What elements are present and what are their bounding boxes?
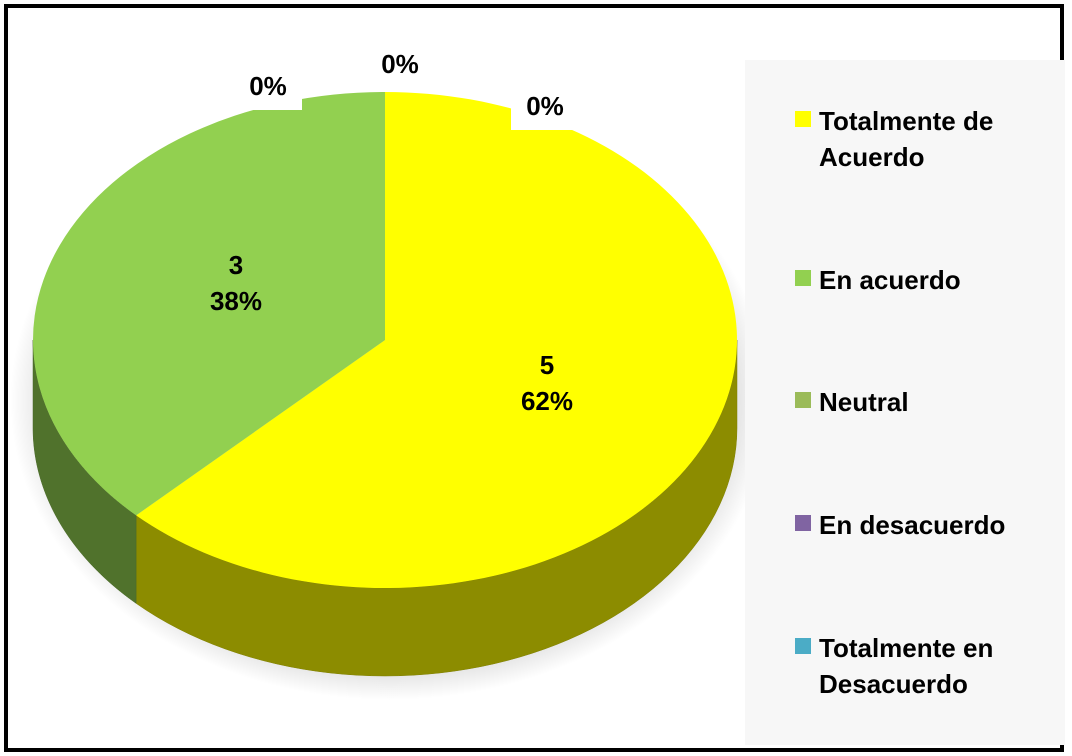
data-label: 0% xyxy=(234,66,302,110)
data-label: 338% xyxy=(202,245,270,325)
label-box xyxy=(202,245,270,325)
legend-swatch xyxy=(795,637,811,654)
label-percent: 0% xyxy=(526,91,564,121)
legend-item: En acuerdo xyxy=(745,262,1065,298)
legend-item: Totalmente de Acuerdo xyxy=(745,103,1065,175)
legend-label: En acuerdo xyxy=(819,264,961,295)
data-label: 0% xyxy=(366,44,434,88)
label-count: 5 xyxy=(540,350,554,380)
legend-item: Totalmente en Desacuerdo xyxy=(745,630,1065,702)
legend-swatch xyxy=(795,111,811,128)
legend-swatch xyxy=(795,515,811,532)
data-label: 562% xyxy=(513,345,581,425)
label-box xyxy=(511,86,579,130)
legend-item: En desacuerdo xyxy=(745,507,1065,543)
slice xyxy=(136,92,738,588)
data-label: 0% xyxy=(511,86,579,130)
label-percent: 38% xyxy=(210,286,262,316)
label-percent: 0% xyxy=(249,71,287,101)
label-box xyxy=(234,66,302,110)
legend-label: Totalmente de Acuerdo xyxy=(819,106,994,173)
legend-label: Totalmente en Desacuerdo xyxy=(819,632,994,699)
legend-swatch xyxy=(795,269,811,286)
label-count: 3 xyxy=(229,250,243,280)
legend-item: Neutral xyxy=(745,384,1065,420)
label-box xyxy=(366,44,434,88)
legend-label: Neutral xyxy=(819,387,909,418)
label-percent: 0% xyxy=(381,49,419,79)
label-percent: 62% xyxy=(521,386,573,416)
legend: Totalmente de Acuerdo En acuerdo Neutral En… xyxy=(745,60,1065,745)
legend-swatch xyxy=(795,392,811,409)
label-box xyxy=(513,345,581,425)
legend-label: En desacuerdo xyxy=(819,510,1006,541)
